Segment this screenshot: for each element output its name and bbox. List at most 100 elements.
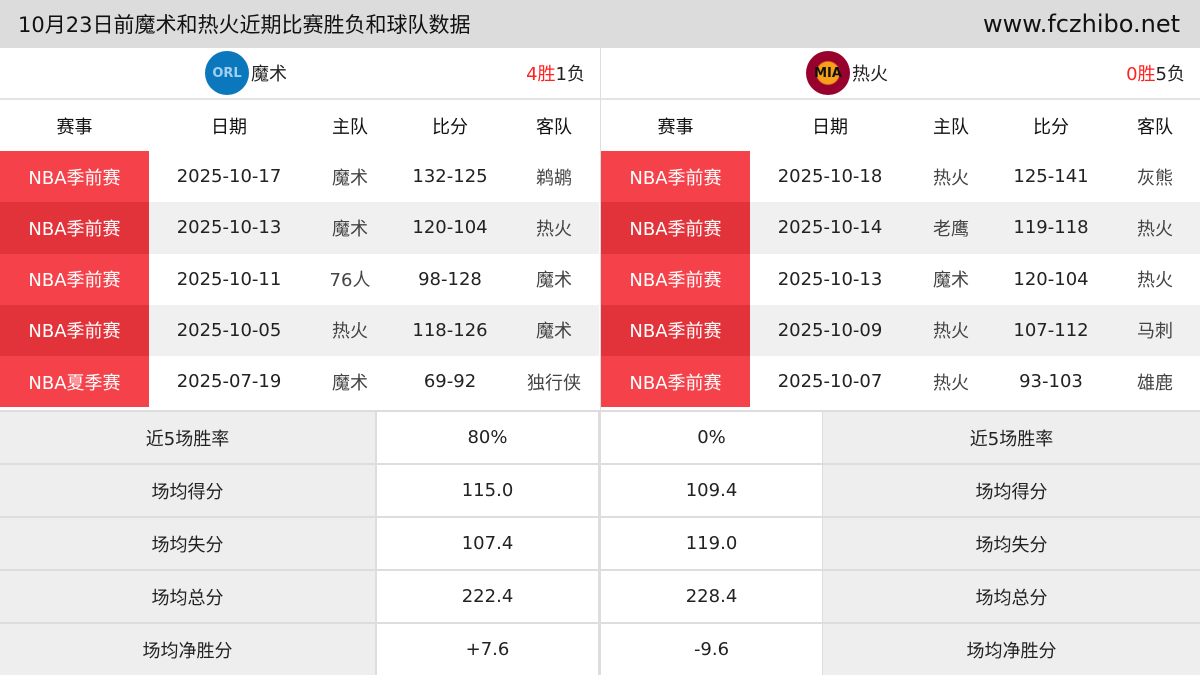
stat-label: 场均净胜分 [0,622,375,675]
match-row[interactable]: NBA季前赛 2025-10-17 魔术 132-125 鹈鹕 [0,151,600,203]
match-row[interactable]: NBA季前赛 2025-10-18 热火 125-141 灰熊 [601,151,1200,203]
date-cell: 2025-07-19 [176,371,282,393]
page-title: 10月23日前魔术和热火近期比赛胜负和球队数据 [18,13,471,37]
column-header: 主队 [933,116,969,138]
stat-value-orlando: +7.6 [375,622,599,675]
score-cell: 120-104 [1013,268,1089,290]
competition-cell[interactable]: NBA季前赛 [0,202,149,254]
team-logo-icon: ORL [205,51,249,95]
team-name-group: MIA 热火 [806,51,888,95]
orlando-panel: ORL 魔术 4胜1负 赛事 日期 主队 比分 客队 NBA季前赛 2025-10-17 魔术 132… [0,48,600,410]
column-header: 主队 [332,116,368,138]
competition-cell[interactable]: NBA季前赛 [0,304,149,356]
stats-table: 近5场胜率 80% 0% 近5场胜率 场均得分 115.0 109.4 场均得分 场均失分 107… [0,410,1200,675]
date-cell: 2025-10-17 [176,166,282,188]
team-logo-icon: MIA [806,51,850,95]
score-cell: 120-104 [391,202,509,254]
date-cell: 2025-10-18 [777,166,883,188]
competition-cell[interactable]: NBA季前赛 [601,355,750,408]
match-row[interactable]: NBA夏季赛 2025-07-19 魔术 69-92 独行侠 [0,355,600,408]
column-header: 赛事 [657,116,694,138]
stat-value-miami: 228.4 [599,569,823,622]
away-team-cell: 灰熊 [1137,167,1173,189]
stat-label: 近5场胜率 [823,410,1200,463]
away-team-cell: 鹈鹕 [536,167,572,189]
stat-label: 场均得分 [823,463,1200,516]
stat-label: 场均总分 [0,569,375,622]
title-bar: 10月23日前魔术和热火近期比赛胜负和球队数据 www.fczhibo.net [0,0,1200,48]
column-header: 比分 [432,116,468,138]
date-cell: 2025-10-13 [149,202,309,254]
losses-count: 5负 [1155,64,1185,85]
match-row[interactable]: NBA季前赛 2025-10-05 热火 118-126 魔术 [0,304,600,356]
home-team-cell: 魔术 [309,202,391,254]
team-header: MIA 热火 0胜5负 [601,48,1200,100]
column-headers: 赛事 日期 主队 比分 客队 [0,100,600,151]
stat-value-miami: 119.0 [599,516,823,569]
match-row[interactable]: NBA季前赛 2025-10-13 魔术 120-104 热火 [601,253,1200,305]
match-row[interactable]: NBA季前赛 2025-10-11 76人 98-128 魔术 [0,253,600,305]
away-team-cell: 热火 [1110,202,1200,254]
competition-cell[interactable]: NBA季前赛 [601,202,750,254]
stat-value-miami: -9.6 [599,622,823,675]
column-header: 赛事 [56,116,93,138]
competition-cell[interactable]: NBA季前赛 [0,151,149,203]
score-cell: 118-126 [391,304,509,356]
match-row[interactable]: NBA季前赛 2025-10-14 老鹰 119-118 热火 [601,202,1200,254]
stat-label: 场均失分 [823,516,1200,569]
score-cell: 69-92 [423,371,477,393]
date-cell: 2025-10-14 [750,202,910,254]
team-header: ORL 魔术 4胜1负 [0,48,600,100]
stat-value-miami: 0% [599,410,823,463]
date-cell: 2025-10-11 [176,268,282,290]
away-team-cell: 独行侠 [527,372,581,394]
stat-value-orlando: 222.4 [375,569,599,622]
competition-cell[interactable]: NBA季前赛 [0,253,149,305]
home-team-cell: 热火 [309,304,391,356]
away-team-cell: 热火 [509,202,599,254]
column-header: 比分 [1033,116,1069,138]
home-team-cell: 老鹰 [910,202,992,254]
column-header: 日期 [211,116,247,138]
column-header: 日期 [812,116,848,138]
wins-count: 0胜 [1126,64,1156,85]
team-name[interactable]: 魔术 [251,64,287,85]
site-url[interactable]: www.fczhibo.net [983,10,1180,38]
home-team-cell: 热火 [933,167,969,189]
column-header: 客队 [1137,116,1173,138]
match-row[interactable]: NBA季前赛 2025-10-09 热火 107-112 马刺 [601,304,1200,356]
date-cell: 2025-10-07 [777,371,883,393]
score-cell: 119-118 [992,202,1110,254]
away-team-cell: 魔术 [536,270,572,292]
column-headers: 赛事 日期 主队 比分 客队 [601,100,1200,151]
team-record: 4胜1负 [526,60,585,86]
competition-cell[interactable]: NBA季前赛 [601,304,750,356]
competition-cell[interactable]: NBA季前赛 [601,253,750,305]
away-team-cell: 热火 [1137,270,1173,292]
wins-count: 4胜 [526,64,556,85]
date-cell: 2025-10-05 [149,304,309,356]
home-team-cell: 魔术 [933,270,969,292]
stat-label: 场均失分 [0,516,375,569]
date-cell: 2025-10-13 [777,268,883,290]
stat-value-orlando: 115.0 [375,463,599,516]
miami-panel: MIA 热火 0胜5负 赛事 日期 主队 比分 客队 NBA季前赛 2025-10-18 热火 125… [600,48,1200,410]
team-record: 0胜5负 [1126,60,1185,86]
team-name[interactable]: 热火 [852,64,888,85]
home-team-cell: 热火 [933,372,969,394]
competition-cell[interactable]: NBA季前赛 [601,151,750,203]
date-cell: 2025-10-09 [750,304,910,356]
stat-label: 场均净胜分 [823,622,1200,675]
stat-label: 近5场胜率 [0,410,375,463]
away-team-cell: 魔术 [509,304,599,356]
score-cell: 107-112 [992,304,1110,356]
column-header: 客队 [536,116,572,138]
stat-value-orlando: 107.4 [375,516,599,569]
stat-label: 场均总分 [823,569,1200,622]
score-cell: 132-125 [412,166,488,188]
competition-cell[interactable]: NBA夏季赛 [0,355,149,408]
match-row[interactable]: NBA季前赛 2025-10-13 魔术 120-104 热火 [0,202,600,254]
match-row[interactable]: NBA季前赛 2025-10-07 热火 93-103 雄鹿 [601,355,1200,408]
stat-value-orlando: 80% [375,410,599,463]
stat-label: 场均得分 [0,463,375,516]
